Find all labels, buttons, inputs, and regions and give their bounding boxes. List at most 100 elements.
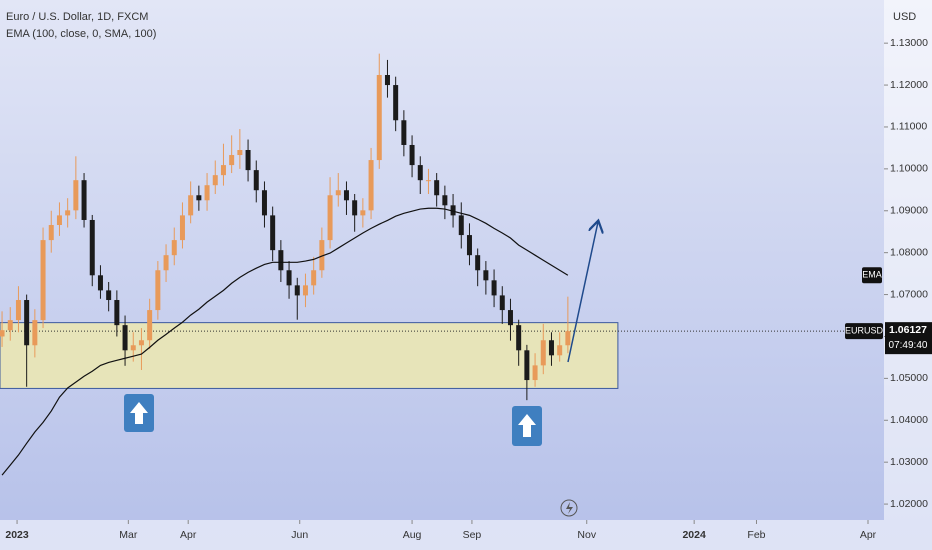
x-tick-label: Jun	[291, 529, 308, 541]
candle-body	[565, 331, 571, 346]
candle-body	[442, 195, 448, 206]
candle-body	[343, 190, 349, 201]
candle-body	[335, 190, 341, 196]
time-axis	[0, 520, 884, 550]
symbol-tag-label: EURUSD	[845, 326, 884, 336]
candle-body	[0, 330, 5, 337]
y-tick-label: 1.03000	[890, 456, 928, 468]
candle-body	[40, 240, 46, 321]
candle-body	[368, 160, 374, 211]
candle-body	[138, 340, 144, 346]
candle-body	[540, 340, 546, 366]
candle-body	[24, 300, 30, 346]
candle-body	[278, 250, 284, 271]
price-tag	[885, 322, 932, 355]
y-tick-label: 1.12000	[890, 79, 928, 91]
candle-body	[352, 200, 358, 216]
x-tick-label: Aug	[403, 529, 422, 541]
candle-body	[114, 300, 120, 326]
candle-body	[253, 170, 259, 191]
candle-body	[311, 270, 317, 286]
candle-body	[458, 215, 464, 236]
candle-body	[196, 195, 202, 201]
candle-body	[475, 255, 481, 271]
candle-body	[163, 255, 169, 271]
y-tick-label: 1.10000	[890, 163, 928, 175]
candle-body	[147, 310, 153, 341]
candle-body	[327, 195, 333, 241]
ema-line	[1, 207, 569, 476]
candle-body	[557, 345, 563, 356]
candle-body	[376, 75, 382, 161]
up-arrow	[518, 414, 536, 437]
candle-body	[270, 215, 276, 251]
candle-body	[122, 325, 128, 351]
candle-body	[89, 219, 95, 276]
candle-body	[319, 240, 325, 271]
candle-body	[483, 270, 489, 281]
candle-body	[179, 215, 185, 241]
price-tag-label: 1.06127	[889, 324, 927, 336]
bolt	[566, 502, 573, 514]
candle-body	[130, 345, 136, 351]
candle-body	[97, 275, 103, 291]
candle-body	[507, 310, 513, 326]
countdown: 07:49:40	[889, 340, 928, 351]
candle-body	[204, 185, 210, 201]
candle-body	[548, 340, 554, 356]
candle-body	[425, 180, 431, 182]
chart-title: Euro / U.S. Dollar, 1D, FXCM	[6, 11, 148, 23]
candle-body	[434, 180, 440, 196]
candle-body	[491, 280, 497, 296]
candle-body	[237, 150, 243, 156]
candle-body	[245, 150, 251, 171]
candle-body	[532, 365, 538, 381]
candle-body	[417, 165, 423, 181]
candle-body	[499, 295, 505, 311]
ema-tag-label: EMA	[862, 270, 882, 280]
candle-body	[32, 320, 38, 346]
y-tick-label: 1.04000	[890, 414, 928, 426]
up-arrow	[130, 402, 148, 424]
candle-body	[73, 180, 79, 211]
candle-body	[106, 290, 112, 301]
indicator-label: EMA (100, close, 0, SMA, 100)	[6, 28, 156, 40]
currency: USD	[893, 11, 916, 23]
y-tick-label: 1.08000	[890, 246, 928, 258]
ema-tag	[862, 267, 882, 284]
candle-body	[188, 195, 194, 216]
y-tick-label: 1.11000	[890, 121, 927, 133]
x-tick-label: Nov	[577, 529, 596, 541]
x-tick-label: Feb	[747, 529, 765, 541]
candle-body	[384, 75, 390, 86]
candle-body	[393, 85, 399, 121]
plot-area	[0, 53, 884, 476]
y-tick-label: 1.05000	[890, 372, 928, 384]
x-tick-label: Apr	[180, 529, 197, 541]
x-tick-label: 2024	[682, 529, 706, 541]
candle-body	[302, 285, 308, 296]
candle-body	[220, 165, 226, 176]
y-tick-label: 1.09000	[890, 205, 928, 217]
replay-icon[interactable]	[560, 499, 578, 517]
candle-body	[409, 144, 415, 166]
x-tick-label: 2023	[5, 529, 29, 541]
y-tick-label: 1.02000	[890, 498, 928, 510]
price-axis	[884, 0, 932, 550]
candle-body	[65, 210, 71, 216]
candle-body	[261, 190, 267, 216]
candle-body	[286, 270, 292, 286]
y-tick-label: 1.07000	[890, 288, 928, 300]
x-tick-label: Mar	[119, 529, 138, 541]
candle-body	[450, 205, 456, 216]
candle-body	[466, 235, 472, 256]
candle-body	[401, 120, 407, 145]
projection-arrow	[567, 222, 598, 363]
symbol-tag	[845, 323, 883, 340]
candle-body	[360, 210, 366, 216]
candle-body	[56, 215, 62, 226]
candle-body	[212, 175, 218, 186]
candle-body	[48, 225, 54, 241]
